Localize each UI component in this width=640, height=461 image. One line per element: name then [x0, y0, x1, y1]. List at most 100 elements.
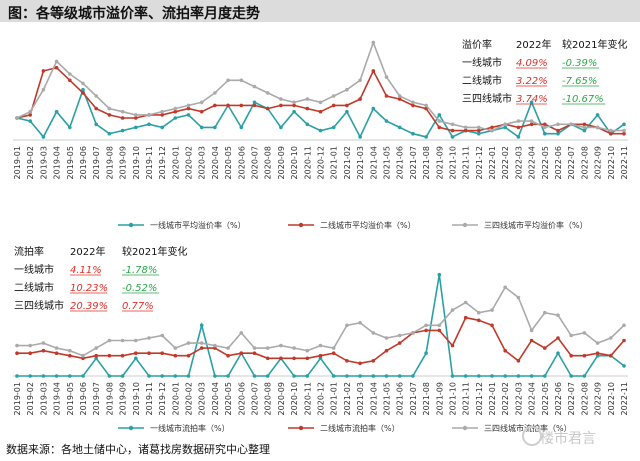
x-tick-label: 2020-03: [198, 382, 207, 415]
chart-title: 图：各等级城市溢价率、流拍率月度走势: [8, 6, 260, 22]
failure-table-row-label: 一线城市: [14, 263, 54, 276]
premium-table-header: 较2021年变化: [562, 38, 627, 51]
x-tick-label: 2022-03: [514, 146, 523, 179]
data-point: [186, 353, 191, 358]
data-point: [411, 103, 415, 108]
data-point: [397, 94, 402, 98]
watermark-logo-icon: [522, 426, 542, 446]
data-point: [477, 374, 481, 378]
data-point: [107, 374, 112, 378]
data-point: [331, 94, 336, 98]
data-point: [292, 346, 296, 350]
data-point: [186, 113, 191, 117]
x-tick-label: 2021-02: [343, 382, 352, 415]
x-tick-label: 2019-02: [26, 382, 35, 415]
data-point: [28, 109, 32, 114]
x-tick-label: 2021-02: [343, 146, 352, 179]
x-tick-label: 2020-12: [317, 146, 326, 179]
data-point: [582, 128, 587, 133]
data-point: [490, 323, 494, 328]
data-point: [15, 374, 19, 378]
data-point: [305, 348, 310, 353]
x-tick-label: 2022-06: [554, 146, 563, 179]
x-tick-label: 2022-08: [580, 382, 589, 415]
x-tick-label: 2022-01: [488, 146, 497, 179]
data-point: [582, 122, 587, 127]
data-point: [173, 106, 178, 111]
x-tick-label: 2021-10: [448, 146, 457, 179]
data-point: [252, 351, 257, 356]
x-tick-label: 2020-06: [237, 146, 246, 179]
premium-table-row-value: 3.74%: [516, 94, 548, 105]
data-point: [384, 336, 389, 340]
data-point: [239, 103, 244, 108]
legend-label: 二线城市流拍率（%）: [320, 423, 400, 433]
x-tick-label: 2021-11: [462, 146, 471, 179]
x-tick-label: 2021-08: [422, 146, 431, 179]
x-tick-label: 2020-10: [290, 146, 299, 179]
data-point: [41, 348, 46, 353]
data-point: [305, 97, 310, 101]
data-point: [252, 100, 257, 105]
data-point: [318, 100, 323, 105]
data-point: [384, 75, 389, 79]
data-point: [252, 346, 257, 350]
x-tick-label: 2019-03: [39, 382, 48, 415]
x-tick-label: 2020-12: [317, 382, 326, 415]
data-point: [345, 374, 349, 378]
data-point: [239, 78, 244, 83]
x-tick-label: 2022-04: [528, 146, 537, 179]
data-point: [397, 341, 402, 345]
data-point: [226, 78, 230, 83]
data-point: [609, 336, 613, 340]
data-point: [582, 353, 587, 358]
data-point: [160, 109, 164, 114]
data-point: [292, 103, 296, 108]
x-tick-label: 2019-06: [79, 382, 88, 415]
data-point: [213, 125, 217, 130]
x-tick-label: 2020-03: [198, 146, 207, 179]
x-tick-label: 2019-09: [119, 146, 128, 179]
data-point: [582, 125, 587, 130]
premium-table-row-label: 二线城市: [462, 74, 502, 87]
data-point: [81, 87, 85, 92]
data-point: [450, 128, 455, 133]
data-point: [41, 69, 46, 73]
data-point: [529, 374, 534, 378]
title-bar: 图：各等级城市溢价率、流拍率月度走势: [0, 0, 640, 22]
data-point: [622, 338, 626, 343]
data-point: [477, 310, 481, 315]
data-point: [384, 94, 389, 98]
data-point: [331, 351, 336, 356]
data-point: [41, 87, 46, 92]
x-tick-label: 2021-12: [475, 146, 484, 179]
x-tick-label: 2022-03: [514, 382, 523, 415]
data-point: [411, 331, 415, 335]
data-point: [173, 109, 178, 114]
premium-table-row-label: 三四线城市: [462, 92, 512, 105]
data-point: [595, 351, 600, 356]
x-tick-label: 2022-05: [541, 382, 550, 415]
x-tick-label: 2022-09: [594, 382, 603, 415]
data-point: [239, 331, 244, 335]
data-point: [609, 131, 613, 136]
data-point: [173, 374, 178, 378]
data-point: [529, 338, 534, 343]
x-tick-label: 2020-05: [224, 382, 233, 415]
data-point: [477, 131, 481, 136]
data-point: [147, 336, 151, 340]
x-tick-label: 2022-02: [501, 382, 510, 415]
data-point: [226, 103, 230, 108]
data-point: [358, 78, 362, 83]
data-point: [450, 308, 455, 312]
data-point: [68, 374, 72, 378]
data-point: [41, 341, 46, 345]
x-tick-label: 2021-03: [356, 146, 365, 179]
data-point: [397, 374, 402, 378]
data-point: [213, 343, 217, 348]
x-tick-label: 2019-12: [158, 382, 167, 415]
failure-table-row-value: 20.39%: [70, 301, 108, 312]
data-point: [213, 346, 217, 350]
x-tick-label: 2020-01: [171, 382, 180, 415]
data-point: [147, 122, 151, 127]
